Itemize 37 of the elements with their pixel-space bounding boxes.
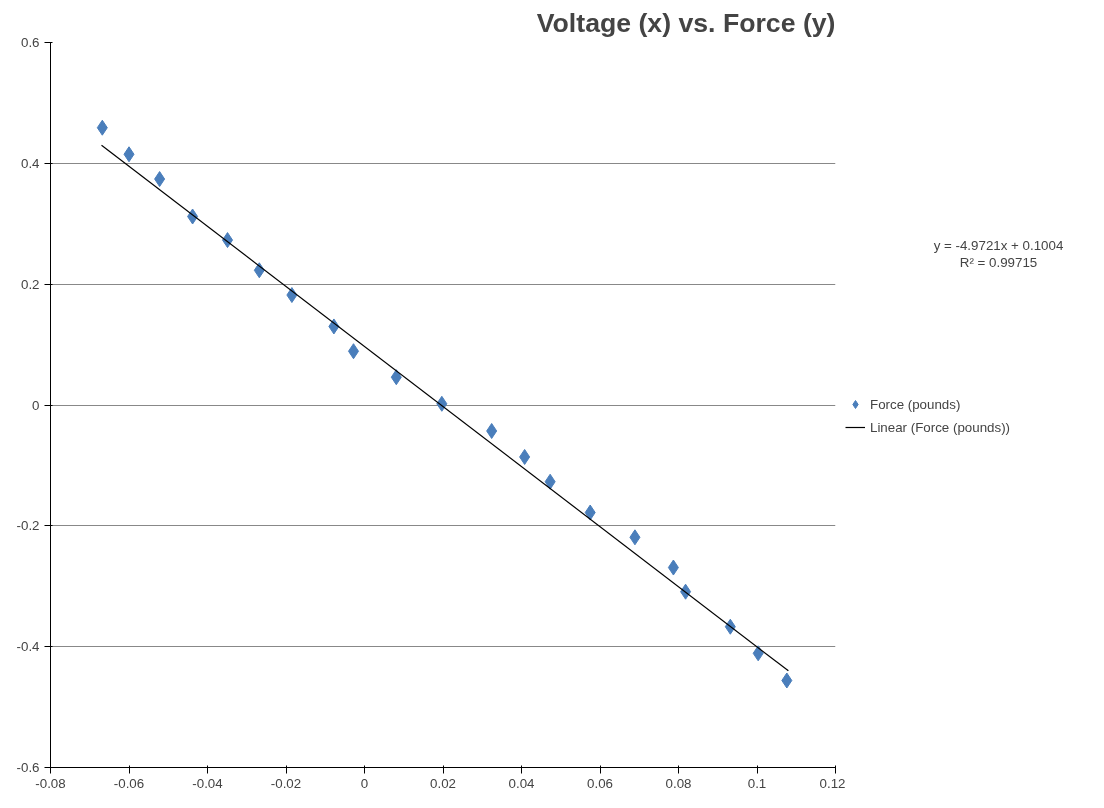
y-tick-label: -0.2 xyxy=(16,518,40,534)
point xyxy=(348,343,360,360)
x-tick-label: -0.04 xyxy=(192,775,224,791)
point xyxy=(519,448,531,465)
point xyxy=(544,473,556,490)
y-tick-label: 0.6 xyxy=(20,35,40,50)
point xyxy=(752,645,764,662)
y-tick-label: 0 xyxy=(32,397,40,413)
point xyxy=(629,529,641,546)
chart-title: Voltage (x) vs. Force (y) xyxy=(536,7,836,38)
y-tick-label: 0.2 xyxy=(20,276,40,292)
y-tick-label: 0.4 xyxy=(20,155,41,171)
point xyxy=(781,672,793,689)
x-tick-label: 0.1 xyxy=(747,775,767,791)
point xyxy=(253,262,265,279)
x-tick-label: 0.08 xyxy=(665,775,692,791)
text: y = -4.9721x + 0.1004 xyxy=(933,237,1064,253)
point xyxy=(390,369,402,386)
y-tick-label: -0.4 xyxy=(16,639,41,655)
text: R² = 0.99715 xyxy=(959,255,1038,271)
x-tick-label: 0.06 xyxy=(587,775,613,791)
y-tick-label: -0.6 xyxy=(16,760,40,775)
x-tick-label: 0.02 xyxy=(430,775,456,791)
point xyxy=(96,119,108,136)
x-tick-label: 0 xyxy=(360,775,369,791)
legend-label: Linear (Force (pounds)) xyxy=(870,419,1011,435)
point xyxy=(123,146,135,163)
x-tick-label: -0.02 xyxy=(270,775,302,791)
x-tick-label: 0.12 xyxy=(819,775,846,791)
point xyxy=(584,504,596,521)
x-tick-label: -0.06 xyxy=(113,775,145,791)
x-tick-label: -0.08 xyxy=(35,775,66,791)
legend-label: Force (pounds) xyxy=(870,396,961,412)
point xyxy=(154,171,166,188)
x-tick-label: 0.04 xyxy=(508,775,536,791)
point xyxy=(667,559,679,576)
point xyxy=(486,422,498,439)
